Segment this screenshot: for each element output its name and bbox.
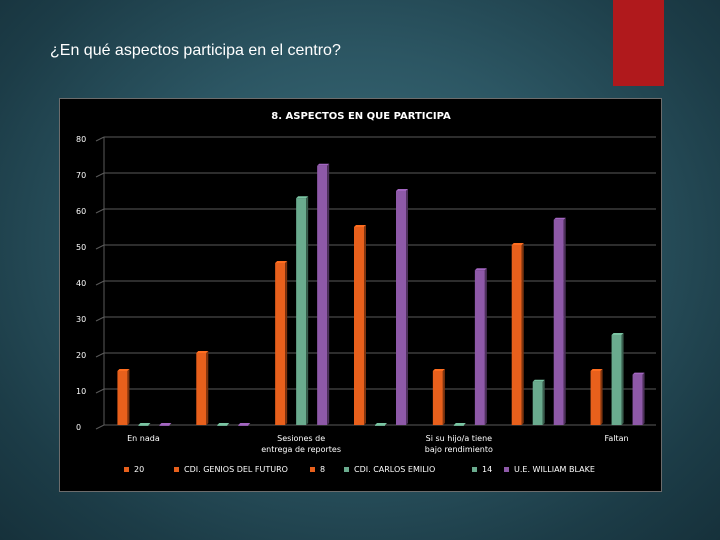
bar bbox=[196, 353, 207, 425]
bar bbox=[511, 245, 522, 425]
bar bbox=[296, 198, 307, 425]
gridline-depth bbox=[95, 316, 105, 322]
chart-frame: 8. ASPECTOS EN QUE PARTICIPA 0 10 20 30 40 50 6… bbox=[59, 98, 662, 492]
gridline-depth bbox=[95, 244, 105, 250]
legend-swatch bbox=[174, 467, 179, 472]
legend-label: 8 bbox=[320, 465, 325, 474]
y-tick-label: 40 bbox=[76, 279, 86, 288]
bar bbox=[159, 425, 170, 426]
bar-top bbox=[511, 243, 524, 245]
y-tick-label: 10 bbox=[76, 387, 86, 396]
y-tick-label: 30 bbox=[76, 315, 86, 324]
bar-top bbox=[117, 369, 130, 371]
bar-top bbox=[432, 369, 445, 371]
legend-label: CDI. GENIOS DEL FUTURO bbox=[184, 465, 288, 474]
bar-top bbox=[196, 351, 209, 353]
bar-top bbox=[238, 423, 251, 425]
bar-top bbox=[375, 423, 387, 425]
bar-side bbox=[563, 217, 566, 425]
bar bbox=[138, 425, 149, 426]
legend-label: 14 bbox=[482, 465, 492, 474]
bar bbox=[611, 335, 622, 425]
bar-top bbox=[317, 163, 330, 166]
bar bbox=[217, 425, 228, 426]
chart-title: 8. ASPECTOS EN QUE PARTICIPA bbox=[271, 111, 451, 122]
bar-chart: 8. ASPECTOS EN QUE PARTICIPA 0 10 20 30 40 50 6… bbox=[76, 111, 656, 474]
bar-side bbox=[285, 261, 288, 425]
legend-swatch bbox=[472, 467, 477, 472]
x-tick-label: bajo rendimiento bbox=[425, 445, 493, 454]
bar-side bbox=[642, 372, 645, 425]
bar-side bbox=[542, 379, 545, 425]
bar-top bbox=[553, 217, 566, 220]
bar-side bbox=[306, 196, 309, 425]
gridline-depth bbox=[95, 208, 105, 214]
accent-block bbox=[613, 0, 664, 86]
bar-top bbox=[296, 196, 309, 199]
bar-side bbox=[521, 243, 524, 425]
bar-top bbox=[159, 423, 172, 425]
gridline-depth bbox=[95, 424, 105, 430]
bar-top bbox=[354, 225, 366, 227]
bar bbox=[453, 425, 464, 426]
bar-top bbox=[632, 372, 645, 375]
bar bbox=[474, 270, 485, 425]
bar-top bbox=[590, 369, 603, 371]
bar-top bbox=[474, 268, 487, 271]
bar-top bbox=[217, 423, 230, 425]
gridline-depth bbox=[95, 352, 105, 358]
legend-swatch bbox=[504, 467, 509, 472]
bar-side bbox=[206, 351, 209, 425]
legend-label: CDI. CARLOS EMILIO bbox=[354, 465, 435, 474]
bar bbox=[275, 263, 286, 425]
bar-top bbox=[138, 423, 151, 425]
x-tick-label: Sesiones de bbox=[277, 434, 325, 443]
bar-top bbox=[396, 189, 408, 191]
x-tick-label: En nada bbox=[127, 434, 160, 443]
bar-side bbox=[127, 369, 130, 425]
bar-side bbox=[406, 189, 408, 425]
y-tick-label: 80 bbox=[76, 135, 86, 144]
y-tick-label: 70 bbox=[76, 171, 86, 180]
x-tick-label: Si su hijo/a tiene bbox=[426, 434, 493, 443]
bar bbox=[590, 371, 601, 425]
bar-side bbox=[484, 268, 487, 425]
legend-label: U.E. WILLIAM BLAKE bbox=[514, 465, 595, 474]
bar-side bbox=[442, 369, 445, 425]
bar bbox=[117, 371, 128, 425]
bar bbox=[354, 227, 364, 425]
bar bbox=[553, 219, 564, 425]
y-tick-label: 20 bbox=[76, 351, 86, 360]
legend-swatch bbox=[124, 467, 129, 472]
bar-side bbox=[364, 225, 366, 425]
bar-top bbox=[453, 423, 466, 425]
bar-side bbox=[621, 333, 624, 425]
gridline-depth bbox=[95, 172, 105, 178]
bar bbox=[432, 371, 443, 425]
bar bbox=[317, 165, 328, 426]
legend-swatch bbox=[344, 467, 349, 472]
y-tick-label: 0 bbox=[76, 423, 81, 432]
bar-top bbox=[611, 333, 624, 335]
legend-label: 20 bbox=[134, 465, 144, 474]
gridline-depth bbox=[95, 280, 105, 286]
bar bbox=[375, 425, 385, 426]
bar-side bbox=[600, 369, 603, 425]
y-tick-label: 50 bbox=[76, 243, 86, 252]
gridline-depth bbox=[95, 388, 105, 394]
x-tick-label: Faltan bbox=[605, 434, 629, 443]
bar-side bbox=[327, 163, 330, 426]
bar bbox=[532, 381, 543, 425]
bar bbox=[238, 425, 249, 426]
gridline-depth bbox=[95, 136, 105, 142]
x-tick-label: entrega de reportes bbox=[261, 445, 341, 454]
bar-top bbox=[275, 261, 288, 263]
bar bbox=[632, 374, 643, 425]
slide-title: ¿En qué aspectos participa en el centro? bbox=[50, 42, 341, 59]
bar-top bbox=[532, 379, 545, 382]
legend-swatch bbox=[310, 467, 315, 472]
y-tick-label: 60 bbox=[76, 207, 86, 216]
bar bbox=[396, 191, 406, 425]
